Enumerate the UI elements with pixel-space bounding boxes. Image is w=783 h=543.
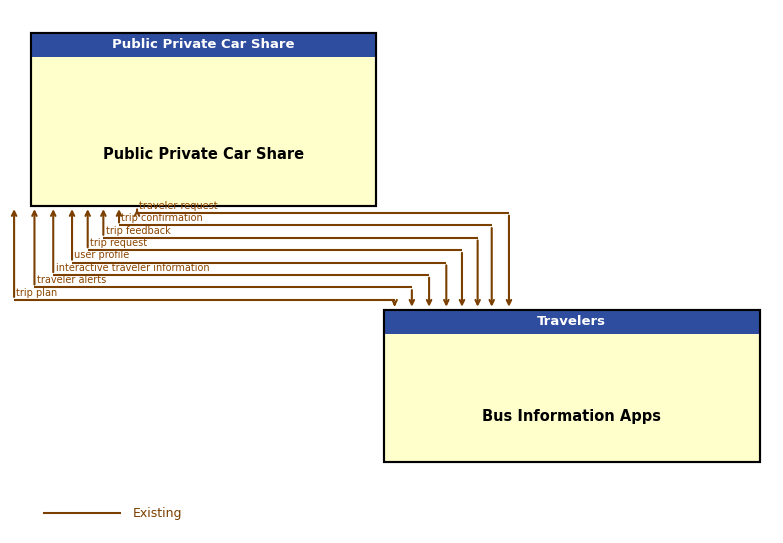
Text: trip confirmation: trip confirmation (121, 213, 203, 223)
Text: trip feedback: trip feedback (106, 225, 171, 236)
Text: traveler request: traveler request (139, 201, 218, 211)
Bar (384, 310, 760, 462)
Text: trip request: trip request (90, 238, 147, 248)
Text: trip plan: trip plan (16, 288, 58, 298)
Bar (384, 310, 760, 462)
Text: Public Private Car Share: Public Private Car Share (103, 147, 304, 162)
Text: user profile: user profile (74, 250, 130, 260)
Text: Bus Information Apps: Bus Information Apps (482, 409, 661, 425)
Bar (31, 33, 376, 57)
Text: Public Private Car Share: Public Private Car Share (112, 39, 295, 51)
Bar (31, 33, 376, 206)
Text: Travelers: Travelers (537, 315, 606, 328)
Bar (384, 310, 760, 334)
Text: Existing: Existing (133, 507, 182, 520)
Bar (31, 33, 376, 206)
Text: traveler alerts: traveler alerts (37, 275, 106, 285)
Text: interactive traveler information: interactive traveler information (56, 263, 209, 273)
